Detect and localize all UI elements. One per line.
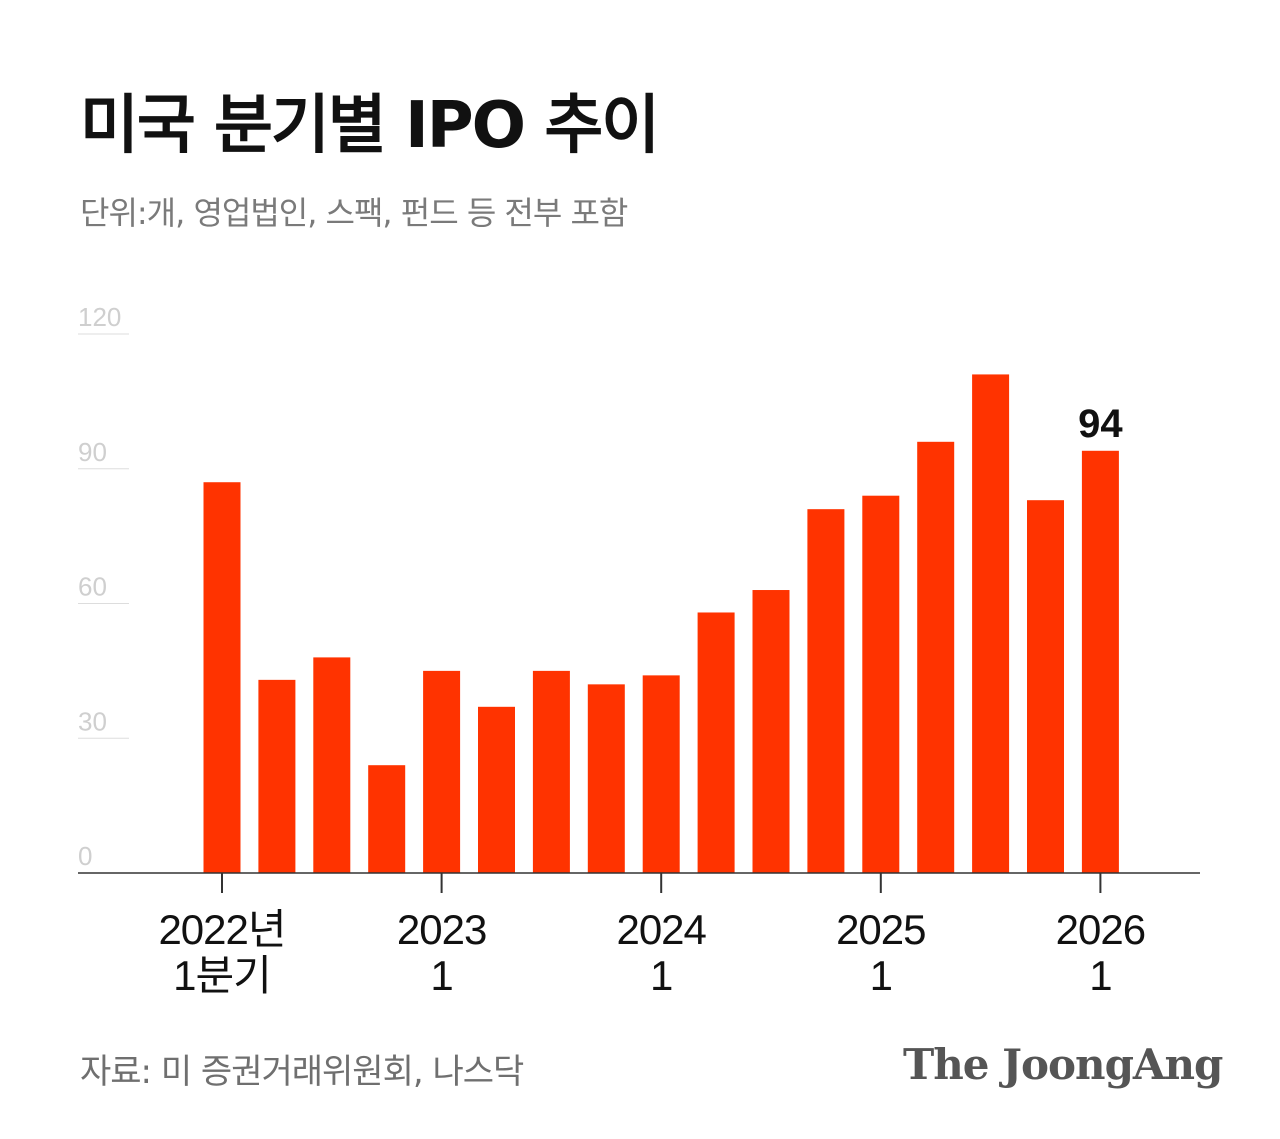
bar [313,657,351,873]
bar [587,684,625,873]
chart-subtitle: 단위:개, 영업법인, 스팩, 펀드 등 전부 포함 [80,194,628,232]
y-tick-label: 120 [78,302,121,332]
gridlines [78,333,129,739]
x-axis [78,872,1200,893]
bar [1027,500,1064,873]
x-tick-label: 1분기 [173,952,271,999]
x-tick-label: 2023 [397,906,486,953]
bar [972,374,1010,873]
y-tick-label: 60 [78,572,107,602]
bar [368,765,406,873]
bar [258,679,296,873]
source-note: 자료: 미 증권거래위원회, 나스닥 [80,1052,524,1092]
bar [1081,450,1119,873]
y-tick-label: 30 [78,706,107,736]
bars [203,374,1119,873]
y-tick-label: 0 [78,841,92,871]
bar [203,482,241,873]
bar [532,670,570,873]
x-tick-label: 2024 [616,906,706,953]
chart-title: 미국 분기별 IPO 추이 [80,89,660,163]
x-tick-label: 2022년 [158,906,285,953]
x-tick-label: 2025 [836,906,925,953]
x-tick-label: 2026 [1056,906,1145,953]
x-tick-label: 1 [1089,952,1111,999]
bar [752,590,790,873]
x-tick-label: 1 [650,952,672,999]
bar [478,706,515,873]
bar [862,495,900,873]
bar [917,441,955,873]
bar [423,670,461,873]
bar [807,509,845,873]
y-tick-label: 90 [78,437,107,467]
bar [642,675,680,873]
data-label: 94 [1078,402,1123,446]
x-tick-label: 1 [870,952,892,999]
publisher-logo: The JoongAng [903,1040,1223,1089]
x-tick-label: 1 [430,952,452,999]
bar [697,612,735,873]
